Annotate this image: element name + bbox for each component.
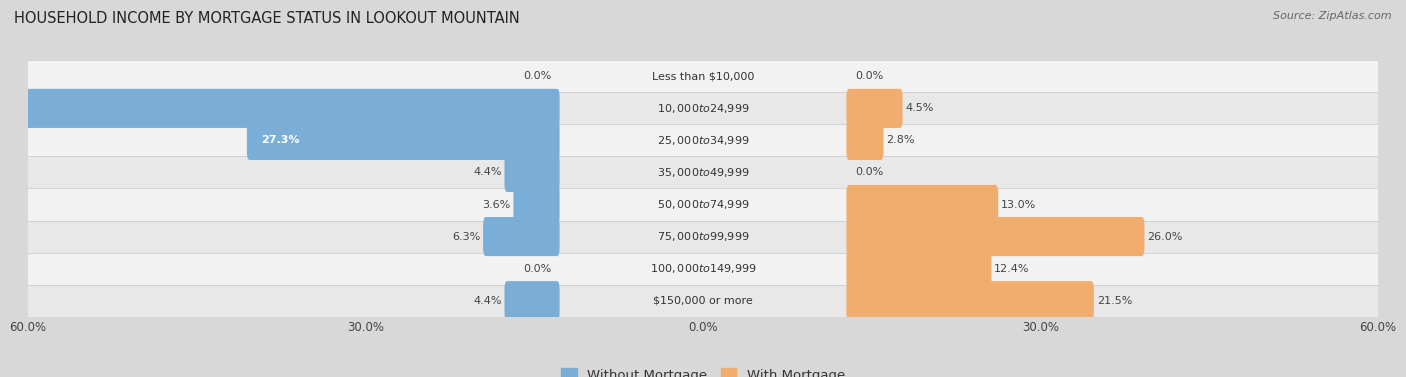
Text: 12.4%: 12.4% bbox=[994, 264, 1029, 274]
Text: 0.0%: 0.0% bbox=[523, 71, 551, 81]
Bar bbox=[22, 60, 1384, 92]
Text: 6.3%: 6.3% bbox=[453, 231, 481, 242]
Text: 0.0%: 0.0% bbox=[855, 167, 883, 178]
Bar bbox=[22, 156, 1384, 188]
FancyBboxPatch shape bbox=[484, 217, 560, 256]
Text: 0.0%: 0.0% bbox=[855, 71, 883, 81]
FancyBboxPatch shape bbox=[247, 121, 560, 160]
Text: 4.5%: 4.5% bbox=[905, 103, 934, 113]
Text: 13.0%: 13.0% bbox=[1001, 199, 1036, 210]
Text: $100,000 to $149,999: $100,000 to $149,999 bbox=[650, 262, 756, 275]
Text: 27.3%: 27.3% bbox=[262, 135, 299, 146]
FancyBboxPatch shape bbox=[846, 249, 991, 288]
Text: Source: ZipAtlas.com: Source: ZipAtlas.com bbox=[1274, 11, 1392, 21]
Text: $10,000 to $24,999: $10,000 to $24,999 bbox=[657, 102, 749, 115]
Text: 4.4%: 4.4% bbox=[474, 296, 502, 306]
Text: $150,000 or more: $150,000 or more bbox=[654, 296, 752, 306]
Text: $35,000 to $49,999: $35,000 to $49,999 bbox=[657, 166, 749, 179]
Text: $75,000 to $99,999: $75,000 to $99,999 bbox=[657, 230, 749, 243]
Text: $25,000 to $34,999: $25,000 to $34,999 bbox=[657, 134, 749, 147]
Legend: Without Mortgage, With Mortgage: Without Mortgage, With Mortgage bbox=[555, 363, 851, 377]
Text: 0.0%: 0.0% bbox=[523, 264, 551, 274]
Text: 26.0%: 26.0% bbox=[1147, 231, 1182, 242]
FancyBboxPatch shape bbox=[505, 281, 560, 320]
Text: 3.6%: 3.6% bbox=[482, 199, 510, 210]
FancyBboxPatch shape bbox=[846, 121, 883, 160]
Bar bbox=[22, 92, 1384, 124]
Bar bbox=[22, 221, 1384, 253]
FancyBboxPatch shape bbox=[0, 89, 560, 128]
Text: $50,000 to $74,999: $50,000 to $74,999 bbox=[657, 198, 749, 211]
FancyBboxPatch shape bbox=[505, 153, 560, 192]
Bar bbox=[22, 253, 1384, 285]
Text: HOUSEHOLD INCOME BY MORTGAGE STATUS IN LOOKOUT MOUNTAIN: HOUSEHOLD INCOME BY MORTGAGE STATUS IN L… bbox=[14, 11, 520, 26]
Bar bbox=[22, 188, 1384, 221]
FancyBboxPatch shape bbox=[846, 89, 903, 128]
Text: 21.5%: 21.5% bbox=[1097, 296, 1132, 306]
Text: Less than $10,000: Less than $10,000 bbox=[652, 71, 754, 81]
Bar bbox=[22, 285, 1384, 317]
FancyBboxPatch shape bbox=[846, 281, 1094, 320]
FancyBboxPatch shape bbox=[846, 217, 1144, 256]
Text: 2.8%: 2.8% bbox=[886, 135, 915, 146]
Text: 4.4%: 4.4% bbox=[474, 167, 502, 178]
Bar bbox=[22, 124, 1384, 156]
FancyBboxPatch shape bbox=[846, 185, 998, 224]
FancyBboxPatch shape bbox=[513, 185, 560, 224]
